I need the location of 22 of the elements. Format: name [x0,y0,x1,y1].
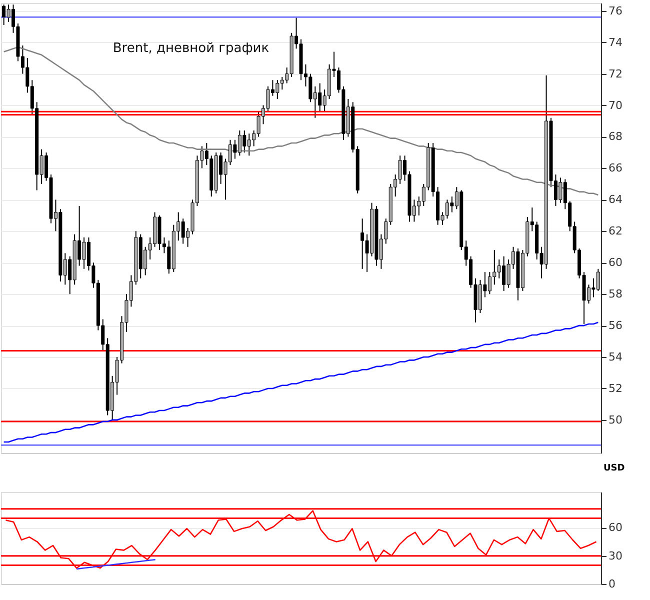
y-tick-label: 66 [608,162,622,175]
y-tick-label: 62 [608,224,622,238]
y-tick-label: 0 [608,578,616,590]
y-tick-label: 68 [608,130,622,144]
y-tick-label: 30 [608,549,622,562]
line-series [5,510,597,569]
line-series [3,322,599,443]
y-tick-label: 60 [608,256,622,270]
y-tick-label: 72 [608,67,622,80]
y-tick-label: 50 [608,413,622,426]
y-axis-title: USD [604,464,625,474]
y-tick-label: 54 [608,350,622,364]
y-tick-label: 70 [608,98,622,112]
y-tick-label: 76 [608,4,622,18]
y-tick-label: 64 [608,193,622,206]
line-series [76,558,156,570]
y-tick-label: 60 [608,521,622,534]
text: Brent, дневной график [112,41,270,56]
y-tick-label: 56 [608,319,622,332]
y-tick-label: 58 [608,288,622,301]
y-tick-label: 52 [608,382,622,395]
y-tick-label: 74 [608,36,622,49]
